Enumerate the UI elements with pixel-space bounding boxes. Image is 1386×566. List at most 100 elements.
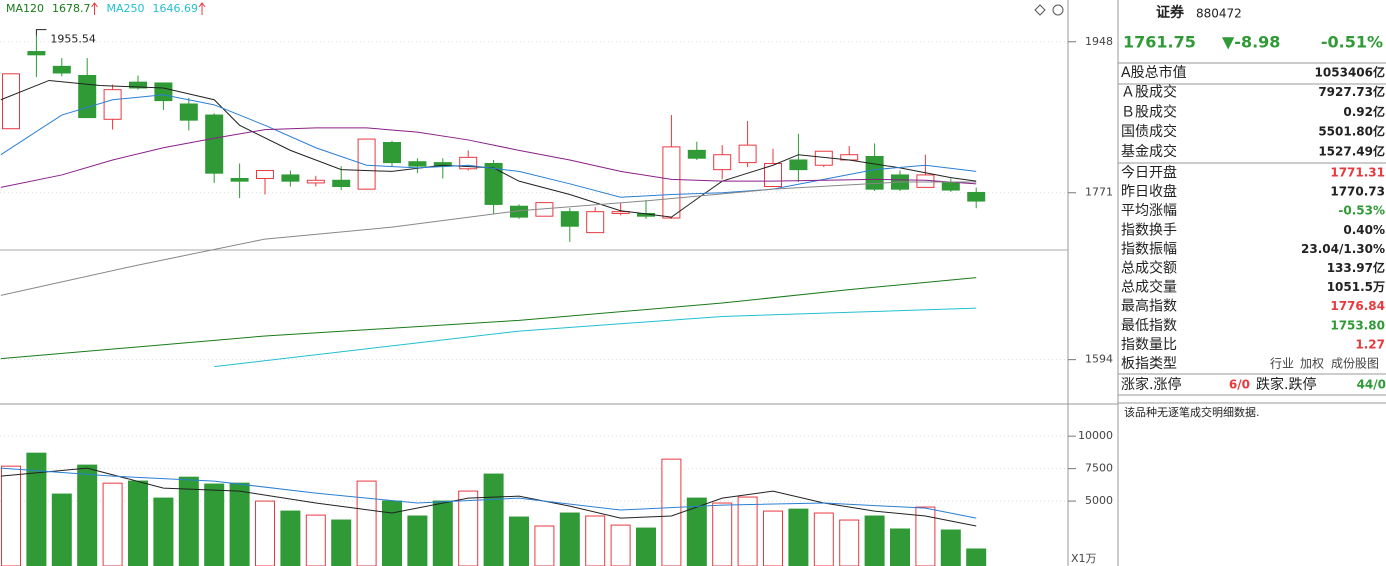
candle-body bbox=[179, 103, 198, 121]
volume-bar bbox=[686, 497, 707, 566]
volume-bar bbox=[585, 515, 606, 566]
volume-bar bbox=[432, 500, 453, 566]
candle-body bbox=[459, 156, 478, 170]
row-value: 6/0 bbox=[1229, 378, 1250, 392]
row-label: 国债成交 bbox=[1121, 123, 1177, 140]
volume-bar bbox=[255, 500, 275, 566]
volume-bar bbox=[763, 510, 783, 566]
row-label: 昨日收盘 bbox=[1121, 183, 1177, 200]
row-label: 平均涨幅 bbox=[1121, 203, 1177, 219]
volume-bar bbox=[636, 527, 656, 566]
volume-bar bbox=[610, 524, 631, 566]
annotation-leader bbox=[35, 29, 47, 36]
y-tick-label: 1594 bbox=[1085, 353, 1113, 366]
type-item[interactable]: 行业 bbox=[1270, 357, 1294, 371]
candle-body bbox=[967, 191, 986, 202]
icon[interactable] bbox=[1034, 4, 1046, 16]
volume-bar bbox=[229, 482, 250, 566]
volume-bar bbox=[128, 480, 148, 566]
ma-line bbox=[0, 277, 977, 360]
volume-bar bbox=[890, 528, 910, 566]
y-tick-label: 1771 bbox=[1085, 186, 1113, 199]
row-label: 总成交量 bbox=[1121, 279, 1177, 296]
y-tick-label: 5000 bbox=[1085, 494, 1113, 507]
y-tick-label: 1948 bbox=[1085, 35, 1113, 48]
legend-name: MA120 bbox=[6, 2, 44, 15]
candle-body bbox=[154, 82, 173, 102]
candle-body bbox=[383, 142, 401, 164]
row-label: Ｂ股成交 bbox=[1121, 103, 1177, 120]
row-value: 1776.84 bbox=[1330, 299, 1385, 313]
row-label: 总成交额 bbox=[1121, 260, 1177, 277]
candle-body bbox=[52, 65, 71, 74]
candle-body bbox=[713, 154, 732, 171]
ma-line bbox=[214, 307, 977, 368]
candle-body bbox=[2, 73, 20, 130]
icon[interactable] bbox=[1052, 4, 1064, 16]
row-value: 0.92亿 bbox=[1343, 104, 1385, 119]
row-label: 涨家.涨停 bbox=[1121, 376, 1181, 393]
volume-bar bbox=[509, 516, 529, 566]
candle-body bbox=[789, 159, 808, 171]
candle-body bbox=[256, 170, 274, 179]
volume-bar bbox=[966, 548, 987, 566]
row-value: 1771.31 bbox=[1330, 166, 1385, 180]
volume-bar bbox=[940, 529, 961, 566]
legend-arrow bbox=[91, 2, 98, 15]
ma-line bbox=[0, 127, 977, 188]
volume-bar bbox=[356, 480, 377, 566]
volume-bar bbox=[178, 476, 199, 566]
candle-body bbox=[230, 177, 249, 182]
row-value: -0.53% bbox=[1338, 204, 1385, 218]
volume-bar bbox=[839, 519, 860, 566]
candle-body bbox=[662, 146, 681, 219]
type-item[interactable]: 成份股图 bbox=[1331, 357, 1379, 371]
type-item[interactable]: 加权 bbox=[1300, 357, 1324, 371]
row-value: 5501.80亿 bbox=[1318, 124, 1385, 139]
change: ▼-8.98 bbox=[1222, 33, 1280, 52]
candle-body bbox=[357, 138, 376, 190]
row-value: 44/0 bbox=[1357, 378, 1386, 392]
legend-arrow bbox=[198, 2, 206, 15]
ma-line bbox=[0, 181, 977, 296]
annotation: 1955.54 bbox=[50, 33, 96, 46]
y-tick-label: 10000 bbox=[1078, 429, 1113, 442]
change-pct: -0.51% bbox=[1321, 33, 1383, 52]
legend-value: 1646.69 bbox=[153, 2, 199, 15]
row-label: 板指类型 bbox=[1121, 356, 1177, 372]
volume-bar bbox=[280, 510, 301, 566]
candle-body bbox=[687, 149, 706, 159]
row-label: A股总市值 bbox=[1121, 64, 1187, 81]
row-label: 最低指数 bbox=[1121, 318, 1177, 334]
volume-bar bbox=[534, 525, 555, 566]
candle-body bbox=[738, 144, 757, 164]
volume-bar bbox=[864, 515, 885, 566]
row-value: 1.27 bbox=[1355, 337, 1385, 351]
row-label: 最高指数 bbox=[1121, 298, 1177, 315]
volume-bar bbox=[661, 458, 682, 566]
legend-value: 1678.7 bbox=[52, 2, 91, 15]
price: 1761.75 bbox=[1123, 33, 1196, 52]
row-label: 基金成交 bbox=[1121, 143, 1177, 160]
row-value: 1051.5万 bbox=[1327, 280, 1385, 294]
volume-bar bbox=[102, 482, 123, 566]
candle-body bbox=[611, 211, 630, 214]
ma-line bbox=[0, 94, 977, 198]
security-name: 证券 bbox=[1156, 4, 1185, 21]
volume-bar bbox=[77, 464, 98, 566]
row-value: 0.40% bbox=[1343, 223, 1385, 237]
row-label: 今日开盘 bbox=[1121, 164, 1177, 181]
row-label: Ａ股成交 bbox=[1121, 84, 1177, 101]
volume-bar bbox=[204, 483, 225, 566]
candle-body bbox=[129, 81, 147, 89]
ma-line bbox=[0, 467, 977, 527]
candle-body bbox=[281, 174, 300, 182]
volume-bar bbox=[458, 490, 479, 566]
volume-bar bbox=[382, 500, 402, 566]
ma-line bbox=[0, 79, 977, 218]
volume-bar bbox=[788, 508, 809, 566]
volume-bar bbox=[813, 512, 834, 566]
candle-body bbox=[560, 211, 579, 227]
unit-label: X1万 bbox=[1071, 552, 1097, 565]
